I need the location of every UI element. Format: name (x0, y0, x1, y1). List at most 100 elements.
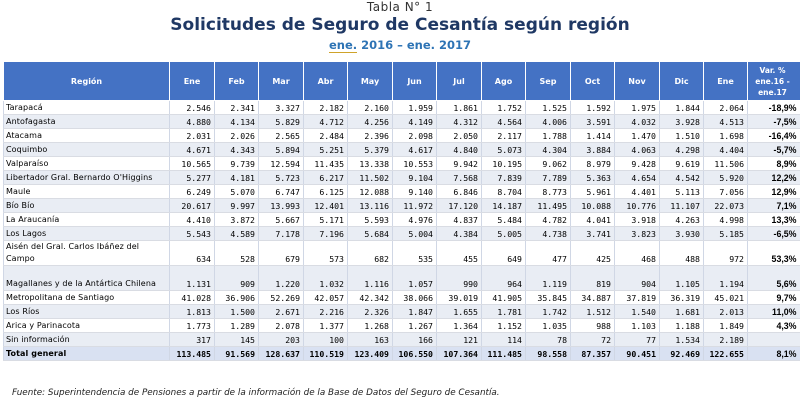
table-number: Tabla N° 1 (366, 0, 434, 14)
value-cell: 10.565 (169, 156, 215, 171)
region-cell: Coquimbo (3, 142, 170, 157)
period-prefix: ene. (328, 38, 358, 53)
value-cell: 2.565 (258, 128, 304, 143)
value-cell: 4.384 (436, 226, 482, 241)
value-cell: 1.510 (659, 128, 704, 143)
value-cell: 1.194 (703, 265, 748, 291)
table-row: Tarapacá 2.546 2.341 3.327 2.182 2.160 1.959 1.… (3, 100, 800, 115)
table-row: Los Lagos 5.543 4.589 7.178 7.196 5.684 5.004 4… (3, 226, 800, 241)
value-cell: 5.543 (169, 226, 215, 241)
table-row: Bío Bío 20.617 9.997 13.993 12.401 13.116 11.9… (3, 198, 800, 213)
region-cell: Metropolitana de Santiago (3, 290, 170, 305)
value-cell: 114 (481, 332, 526, 347)
variation-cell: 8,9% (747, 156, 800, 171)
value-cell: 2.546 (169, 100, 215, 115)
value-cell: 1.698 (703, 128, 748, 143)
value-cell: 4.263 (659, 212, 704, 227)
value-cell: 7.196 (303, 226, 348, 241)
value-cell: 9.619 (659, 156, 704, 171)
value-cell: 2.189 (703, 332, 748, 347)
value-cell: 5.070 (214, 184, 259, 199)
value-cell: 1.414 (570, 128, 615, 143)
value-cell: 123.409 (347, 346, 393, 361)
value-cell: 2.050 (436, 128, 482, 143)
table-row: Aisén del Gral. Carlos Ibáñez del Campo 6… (3, 240, 800, 266)
value-cell: 4.404 (703, 142, 748, 157)
value-cell: 1.525 (525, 100, 571, 115)
value-cell: 972 (703, 240, 748, 266)
column-header-month: Jul (436, 61, 482, 101)
value-cell: 679 (258, 240, 304, 266)
value-cell: 111.485 (481, 346, 526, 361)
value-cell: 4.998 (703, 212, 748, 227)
value-cell: 9.062 (525, 156, 571, 171)
value-cell: 4.256 (347, 114, 393, 129)
column-header-variation: Var. % ene.16 - ene.17 (747, 61, 800, 101)
value-cell: 11.107 (659, 198, 704, 213)
value-cell: 2.671 (258, 304, 304, 319)
table-row: Valparaíso 10.565 9.739 12.594 11.435 13.338 1… (3, 156, 800, 171)
value-cell: 3.918 (614, 212, 660, 227)
value-cell: 34.887 (570, 290, 615, 305)
value-cell: 1.119 (525, 265, 571, 291)
value-cell: 9.104 (392, 170, 437, 185)
value-cell: 1.268 (347, 318, 393, 333)
value-cell: 203 (258, 332, 304, 347)
value-cell: 6.125 (303, 184, 348, 199)
value-cell: 13.338 (347, 156, 393, 171)
value-cell: 2.026 (214, 128, 259, 143)
table-row: Sin información 317 145 203 100 163 166 121 114 7… (3, 332, 800, 347)
value-cell: 12.401 (303, 198, 348, 213)
value-cell: 12.088 (347, 184, 393, 199)
value-cell: 573 (303, 240, 348, 266)
value-cell: 41.028 (169, 290, 215, 305)
value-cell: 5.113 (659, 184, 704, 199)
value-cell: 145 (214, 332, 259, 347)
region-cell: Los Ríos (3, 304, 170, 319)
value-cell: 1.592 (570, 100, 615, 115)
value-cell: 2.098 (392, 128, 437, 143)
value-cell: 904 (614, 265, 660, 291)
variation-cell: 5,6% (747, 265, 800, 291)
value-cell: 1.116 (347, 265, 393, 291)
value-cell: 4.837 (436, 212, 482, 227)
table-row: Metropolitana de Santiago 41.028 36.906 52.… (3, 290, 800, 305)
value-cell: 5.667 (258, 212, 304, 227)
value-cell: 10.553 (392, 156, 437, 171)
value-cell: 45.021 (703, 290, 748, 305)
value-cell: 1.220 (258, 265, 304, 291)
column-header-month: Ene (169, 61, 215, 101)
region-cell: Libertador Gral. Bernardo O'Higgins (3, 170, 170, 185)
value-cell: 4.063 (614, 142, 660, 157)
value-cell: 8.773 (525, 184, 571, 199)
value-cell: 5.004 (392, 226, 437, 241)
variation-cell: 4,3% (747, 318, 800, 333)
value-cell: 3.872 (214, 212, 259, 227)
region-cell: Valparaíso (3, 156, 170, 171)
period-label: ene. 2016 – ene. 2017 (0, 38, 800, 53)
value-cell: 107.364 (436, 346, 482, 361)
value-cell: 1.975 (614, 100, 660, 115)
value-cell: 4.712 (303, 114, 348, 129)
value-cell: 990 (436, 265, 482, 291)
applications-table: Región Ene Feb Mar Abr May Jun Jul Ago Sep Oct Nov D… (3, 61, 800, 361)
value-cell: 2.396 (347, 128, 393, 143)
table-row: Coquimbo 4.671 4.343 5.894 5.251 5.379 4.617 4.… (3, 142, 800, 157)
value-cell: 1.752 (481, 100, 526, 115)
value-cell: 1.681 (659, 304, 704, 319)
value-cell: 11.972 (392, 198, 437, 213)
value-cell: 1.267 (392, 318, 437, 333)
value-cell: 92.469 (659, 346, 704, 361)
value-cell: 3.327 (258, 100, 304, 115)
value-cell: 425 (570, 240, 615, 266)
value-cell: 11.435 (303, 156, 348, 171)
value-cell: 5.484 (481, 212, 526, 227)
value-cell: 14.187 (481, 198, 526, 213)
value-cell: 10.776 (614, 198, 660, 213)
table-header-row: Región Ene Feb Mar Abr May Jun Jul Ago Sep Oct Nov D… (3, 61, 800, 101)
value-cell: 4.671 (169, 142, 215, 157)
region-cell: Bío Bío (3, 198, 170, 213)
variation-cell: 12,9% (747, 184, 800, 199)
value-cell: 1.470 (614, 128, 660, 143)
value-cell: 36.319 (659, 290, 704, 305)
